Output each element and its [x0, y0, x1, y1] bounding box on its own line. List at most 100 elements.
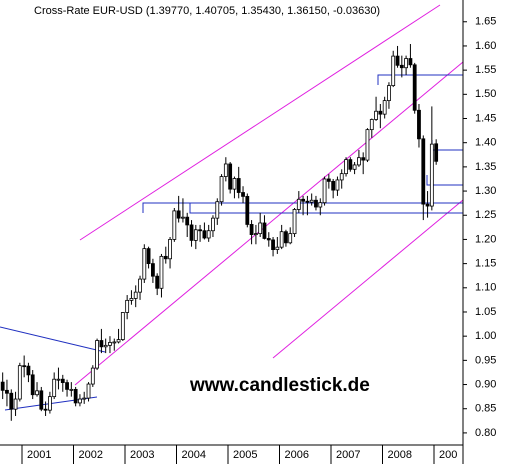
candle-body: [387, 85, 391, 102]
candle-body: [73, 388, 78, 404]
candle-body: [271, 239, 275, 250]
candle-body: [198, 229, 202, 232]
candle-body: [163, 255, 168, 260]
x-tick-label: 2005: [233, 449, 257, 461]
candle-body: [120, 312, 125, 340]
candle-body: [95, 340, 99, 369]
candle-body: [142, 248, 147, 280]
candle-body: [326, 178, 331, 182]
candle-body: [408, 58, 413, 66]
candle-body: [52, 378, 57, 398]
candle-body: [249, 224, 254, 235]
candle-body: [391, 55, 396, 87]
candle-body: [395, 55, 400, 66]
candle-body: [404, 58, 408, 69]
candle-body: [133, 291, 138, 299]
candle-body: [301, 198, 305, 202]
candle-body: [116, 339, 121, 343]
y-tick-label: 0.80: [475, 427, 496, 439]
y-tick-label: 1.60: [475, 40, 496, 52]
candle-body: [168, 239, 172, 260]
y-tick-label: 1.10: [475, 282, 496, 294]
candle-body: [35, 390, 39, 396]
candle-body: [374, 110, 378, 120]
channel-lower: [272, 199, 464, 359]
candle-body: [9, 392, 14, 410]
candle-body: [39, 390, 44, 410]
candle-body: [219, 176, 224, 203]
candle-body: [43, 408, 48, 411]
candle-body: [125, 299, 130, 313]
y-tick-label: 1.50: [475, 88, 496, 100]
candle-body: [103, 344, 108, 348]
y-tick-label: 1.15: [475, 258, 496, 270]
candle-body: [258, 222, 263, 235]
candles: [0, 44, 439, 421]
candle-body: [254, 233, 258, 236]
candle-body: [425, 203, 430, 207]
candle-body: [189, 224, 194, 241]
candle-body: [211, 217, 215, 232]
candle-body: [318, 202, 323, 208]
support-line: [189, 203, 463, 214]
y-tick-label: 0.85: [475, 403, 496, 415]
candle-body: [352, 164, 357, 170]
y-tick-label: 1.05: [475, 306, 496, 318]
candle-body: [159, 255, 164, 289]
channel-middle: [74, 61, 464, 386]
candle-body: [155, 275, 160, 289]
candle-body: [30, 374, 35, 396]
y-tick-label: 1.25: [475, 209, 496, 221]
candle-body: [5, 389, 9, 394]
candle-body: [275, 246, 280, 250]
y-tick-label: 1.20: [475, 233, 496, 245]
level-line: [426, 175, 463, 186]
candle-body: [223, 163, 228, 177]
candle-body: [344, 159, 348, 175]
candle-body: [361, 157, 366, 161]
candle-body: [202, 230, 207, 239]
candle-body: [339, 173, 344, 181]
y-tick-label: 1.45: [475, 112, 496, 124]
candle-body: [69, 388, 74, 391]
y-tick-label: 1.55: [475, 64, 496, 76]
support-line: [142, 202, 463, 213]
candle-body: [266, 238, 271, 241]
candle-body: [305, 200, 310, 203]
candle-body: [288, 233, 293, 244]
y-tick-label: 1.00: [475, 330, 496, 342]
candle-body: [60, 378, 65, 384]
candle-body: [108, 342, 112, 346]
candle-body: [228, 163, 233, 190]
candle-body: [382, 100, 387, 115]
candle-body: [181, 216, 185, 219]
y-tick-label: 0.90: [475, 378, 496, 390]
x-tick-label: 2006: [284, 449, 308, 461]
candle-body: [48, 396, 52, 411]
x-tick-label: 2008: [388, 449, 412, 461]
y-tick-label: 1.65: [475, 16, 496, 28]
candle-body: [417, 109, 421, 140]
candle-body: [90, 367, 95, 385]
candle-body: [185, 216, 190, 226]
candle-body: [434, 143, 439, 162]
candle-body: [331, 180, 336, 191]
candle-body: [112, 341, 117, 344]
y-tick-label: 1.35: [475, 161, 496, 173]
candle-body: [279, 231, 284, 248]
candle-body: [296, 198, 301, 210]
triangle-line: [0, 326, 106, 353]
candle-body: [26, 365, 31, 376]
candle-body: [65, 382, 69, 390]
candle-body: [146, 248, 151, 265]
channel-upper: [79, 4, 441, 241]
candle-body: [215, 201, 220, 219]
x-tick-label: 2002: [78, 449, 102, 461]
chart-title: Cross-Rate EUR-USD (1.39770, 1.40705, 1.…: [34, 5, 380, 17]
candle-body: [206, 230, 211, 239]
x-tick-label: 200: [439, 449, 457, 461]
candle-body: [56, 378, 61, 381]
candle-body: [236, 178, 241, 193]
candle-body: [241, 192, 245, 197]
